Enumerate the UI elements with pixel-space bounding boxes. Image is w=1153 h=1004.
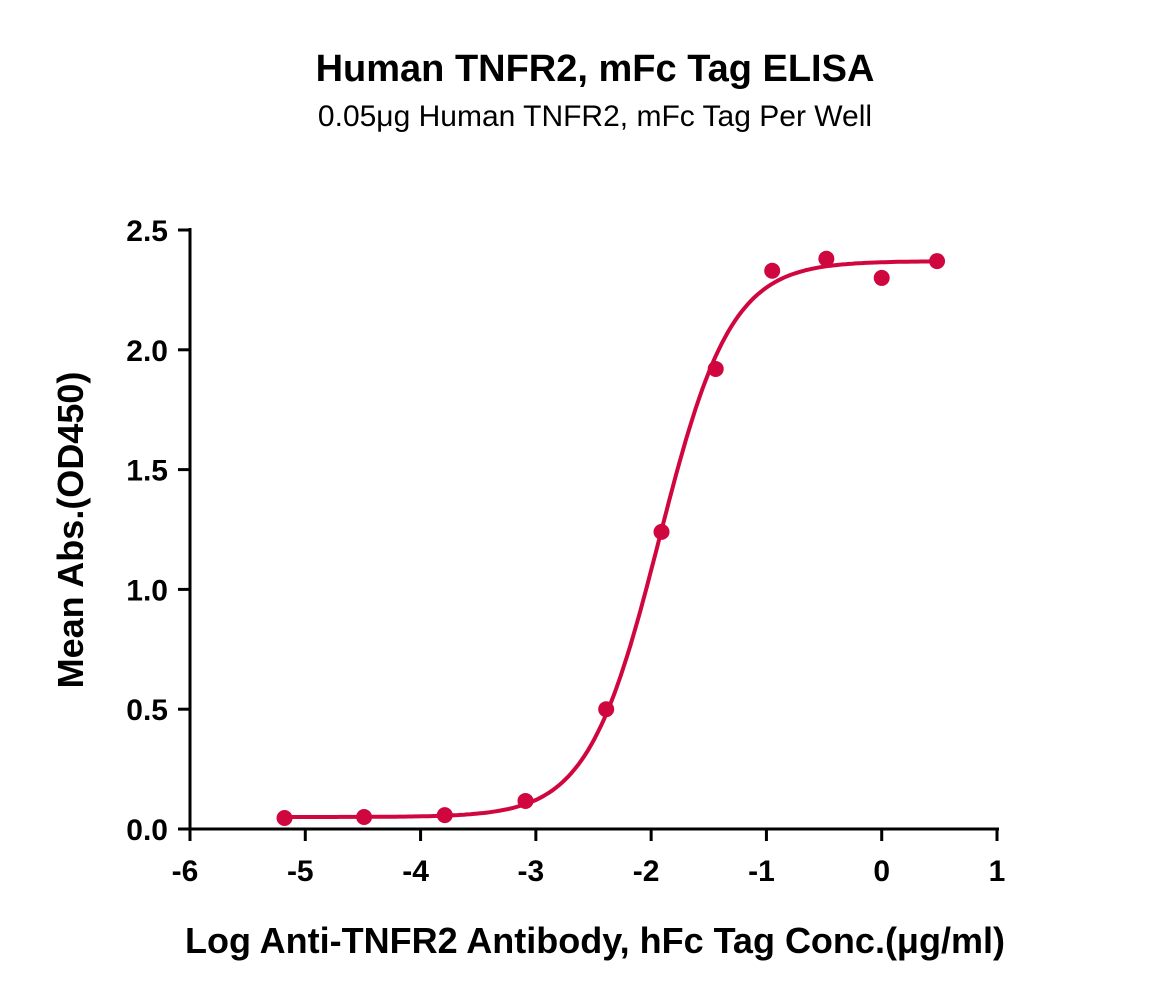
x-tick-label: 0 <box>873 855 890 888</box>
chart-subtitle: 0.05μg Human TNFR2, mFc Tag Per Well <box>317 100 873 133</box>
data-point <box>356 809 373 826</box>
data-point <box>436 807 453 824</box>
data-point <box>707 360 724 377</box>
data-point <box>818 250 835 267</box>
y-tick-label: 0.5 <box>126 694 168 727</box>
x-tick-label: -1 <box>748 855 775 888</box>
chart-title: Human TNFR2, mFc Tag ELISA <box>315 48 875 90</box>
x-tick-label: -2 <box>633 855 660 888</box>
data-point <box>873 269 890 286</box>
y-tick-label: 2.5 <box>126 215 168 248</box>
fit-curve-layer <box>284 259 938 819</box>
data-point <box>517 792 534 809</box>
axes: 0.0 0.5 1.0 1.5 2.0 2.5 -6 -5 -4 -3 -2 -1 0 1 <box>126 215 1005 888</box>
data-point <box>764 262 781 279</box>
x-tick-label: -3 <box>518 855 545 888</box>
x-tick-label: -6 <box>172 855 199 888</box>
x-tick-label: -5 <box>287 855 314 888</box>
data-point <box>276 809 293 826</box>
y-tick-label: 2.0 <box>126 335 168 368</box>
x-tick-label: 1 <box>989 855 1006 888</box>
y-axis-label: Mean Abs.(OD450) <box>50 372 91 689</box>
data-point <box>598 701 615 718</box>
y-tick-label: 1.5 <box>126 455 168 488</box>
x-axis-label: Log Anti-TNFR2 Antibody, hFc Tag Conc.(μ… <box>185 920 1005 961</box>
y-tick-label: 0.0 <box>126 814 168 847</box>
y-tick-label: 1.0 <box>126 574 168 607</box>
data-point <box>929 253 946 270</box>
x-tick-label: -4 <box>402 855 429 888</box>
data-points <box>276 250 946 826</box>
data-point <box>653 523 670 540</box>
fit-curve <box>284 259 938 819</box>
